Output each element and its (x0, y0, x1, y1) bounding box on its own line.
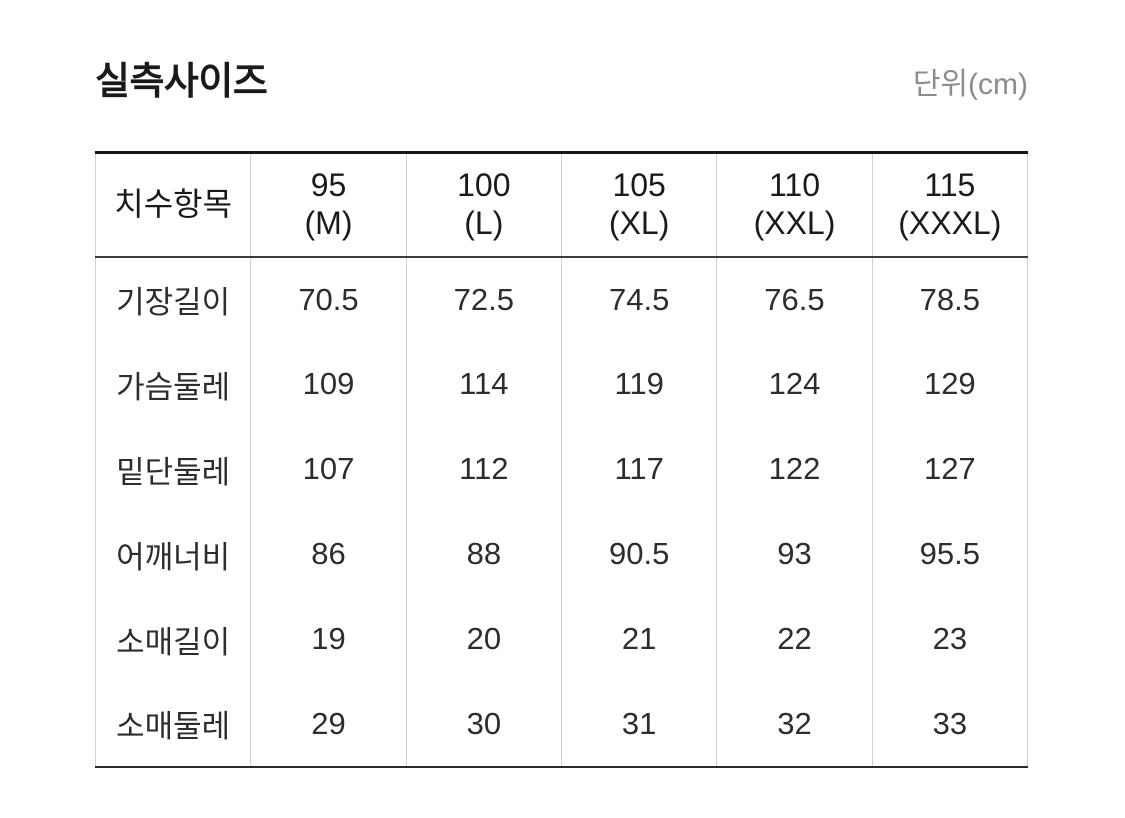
table-row-total-length: 기장길이 70.5 72.5 74.5 76.5 78.5 (94, 256, 1029, 342)
unit-label: 단위(cm) (912, 68, 1028, 101)
cell-value: 78.5 (871, 256, 1029, 342)
cell-value: 88 (405, 511, 562, 597)
size-number: 110 (768, 167, 820, 203)
size-number: 95 (310, 167, 347, 203)
size-table: 치수항목 95 (M) 100 (L) 105 (XL) 110 (XXL) (94, 151, 1029, 768)
table-row-sleeve-opening: 소매둘레 29 30 31 32 33 (94, 681, 1029, 768)
header-row: 치수항목 95 (M) 100 (L) 105 (XL) 110 (XXL) (94, 152, 1029, 258)
cell-value: 31 (560, 681, 718, 768)
size-table-body: 기장길이 70.5 72.5 74.5 76.5 78.5 가슴둘레 109 1… (94, 256, 1029, 768)
cell-value: 127 (871, 426, 1029, 512)
row-label: 어깨너비 (94, 511, 252, 597)
cell-value: 22 (716, 596, 873, 682)
size-number: 115 (924, 167, 976, 203)
table-row-chest: 가슴둘레 109 114 119 124 129 (94, 341, 1029, 427)
cell-value: 30 (405, 681, 562, 768)
cell-value: 70.5 (250, 256, 407, 342)
cell-value: 90.5 (560, 511, 718, 597)
cell-value: 129 (871, 341, 1029, 427)
cell-value: 117 (560, 426, 718, 512)
column-header-size-115: 115 (XXXL) (871, 152, 1029, 258)
cell-value: 74.5 (560, 256, 718, 342)
row-label: 기장길이 (94, 256, 252, 342)
chart-header: 실측사이즈 단위(cm) (95, 50, 1028, 105)
column-header-size-100: 100 (L) (405, 152, 562, 258)
size-letter: (M) (304, 204, 353, 241)
cell-value: 21 (560, 596, 718, 682)
cell-value: 20 (405, 596, 562, 682)
size-number: 105 (612, 167, 666, 203)
column-header-size-110: 110 (XXL) (716, 152, 873, 258)
size-chart-page: 실측사이즈 단위(cm) 치수항목 95 (M) 100 (L) 105 (XL… (94, 50, 1029, 768)
cell-value: 86 (250, 511, 407, 597)
column-header-size-95: 95 (M) (250, 152, 407, 258)
cell-value: 107 (250, 426, 407, 512)
cell-value: 119 (560, 341, 718, 427)
row-label: 소매둘레 (94, 681, 252, 768)
cell-value: 95.5 (871, 511, 1029, 597)
cell-value: 109 (250, 341, 407, 427)
cell-value: 76.5 (716, 256, 873, 342)
cell-value: 124 (716, 341, 873, 427)
row-label: 밑단둘레 (94, 426, 252, 512)
size-number: 100 (457, 167, 511, 203)
cell-value: 72.5 (405, 256, 562, 342)
page-title: 실측사이즈 (95, 61, 268, 103)
cell-value: 114 (405, 341, 562, 427)
cell-value: 19 (250, 596, 407, 682)
row-label: 소매길이 (94, 596, 252, 682)
size-table-head: 치수항목 95 (M) 100 (L) 105 (XL) 110 (XXL) (94, 152, 1029, 258)
size-letter: (XXXL) (898, 204, 1002, 241)
cell-value: 32 (716, 681, 873, 768)
cell-value: 33 (871, 681, 1029, 768)
column-header-item: 치수항목 (94, 152, 252, 258)
column-header-size-105: 105 (XL) (560, 152, 718, 258)
cell-value: 23 (871, 596, 1029, 682)
table-row-hem: 밑단둘레 107 112 117 122 127 (94, 426, 1029, 512)
table-row-sleeve-length: 소매길이 19 20 21 22 23 (94, 596, 1029, 682)
size-letter: (XXL) (753, 204, 836, 241)
row-label: 가슴둘레 (94, 341, 252, 427)
size-letter: (XL) (608, 204, 670, 241)
cell-value: 122 (716, 426, 873, 512)
size-letter: (L) (464, 204, 504, 241)
cell-value: 29 (250, 681, 407, 768)
cell-value: 93 (716, 511, 873, 597)
table-row-shoulder: 어깨너비 86 88 90.5 93 95.5 (94, 511, 1029, 597)
cell-value: 112 (405, 426, 562, 512)
